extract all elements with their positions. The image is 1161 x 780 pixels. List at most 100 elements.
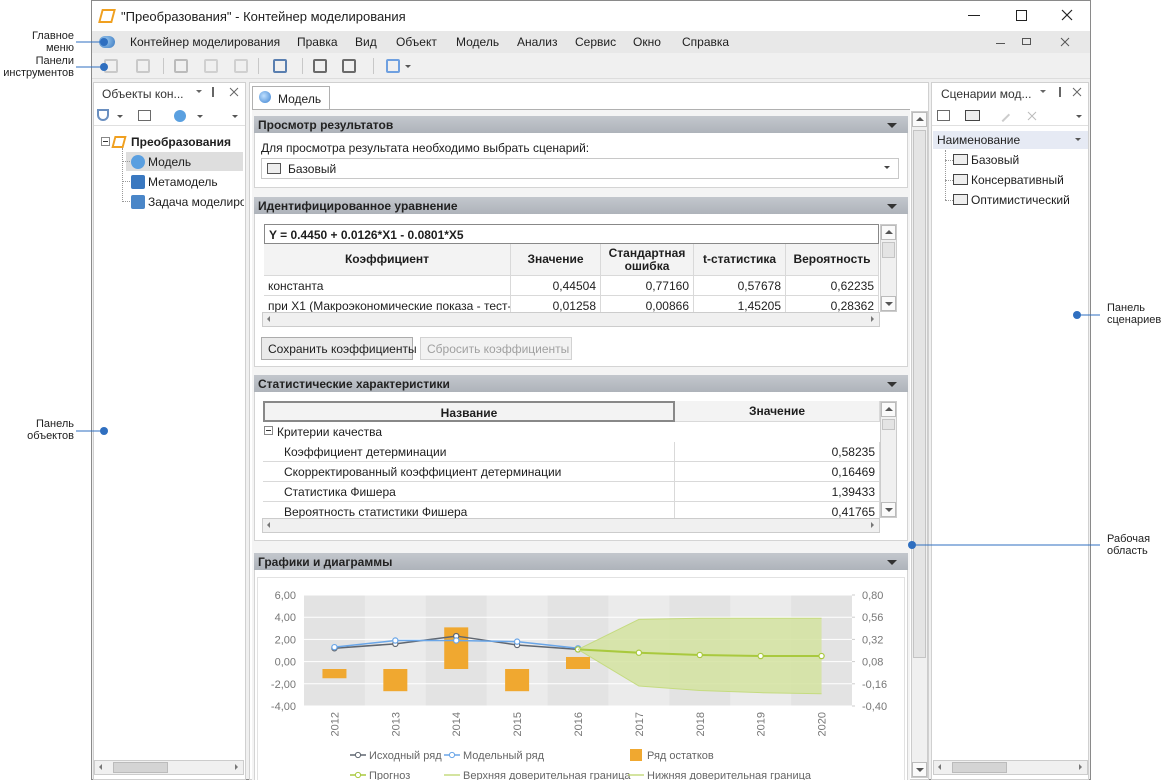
table-cell: 0,01258 — [511, 296, 601, 313]
arrow-icon — [405, 65, 411, 68]
menu-item[interactable]: Сервис — [575, 35, 617, 49]
toolbar-button[interactable] — [273, 59, 287, 73]
folder-button[interactable] — [138, 110, 151, 121]
toolbar-button[interactable] — [313, 59, 327, 73]
scroll-thumb — [882, 242, 895, 258]
menu-item[interactable]: Модель — [456, 35, 500, 49]
table-cell: 0,44504 — [511, 276, 601, 296]
y-tick-label: 2,00 — [275, 634, 296, 646]
toolbar-button[interactable] — [174, 59, 188, 73]
scenario-select[interactable] — [261, 158, 899, 179]
section-header[interactable]: Просмотр результатов — [254, 116, 908, 133]
scenario-item[interactable]: Оптимистический — [971, 193, 1070, 207]
section-header[interactable]: Графики и диаграммы — [254, 553, 908, 570]
series-line — [577, 617, 822, 650]
x-tick-label: 2012 — [329, 712, 341, 736]
legend-label: Нижняя доверительная граница — [647, 770, 812, 780]
tree-root[interactable]: Преобразования — [131, 135, 232, 149]
point-marker — [453, 637, 460, 644]
window-title: "Преобразования" - Контейнер моделирован… — [121, 9, 406, 24]
menu-item[interactable]: Анализ — [517, 35, 558, 49]
tree-item[interactable]: Метамодель — [148, 175, 218, 189]
arrow-icon — [1079, 764, 1082, 770]
menu-icon — [99, 36, 115, 48]
menu-item[interactable]: Окно — [633, 35, 661, 49]
arrow-icon — [916, 117, 924, 121]
pin-button[interactable] — [1059, 87, 1067, 97]
tree-vline — [122, 148, 123, 202]
pin-button[interactable] — [212, 87, 220, 97]
arrow-icon — [1040, 90, 1046, 93]
menu-item[interactable]: Справка — [682, 35, 730, 49]
reset-button[interactable]: Сбросить коэффициенты — [420, 337, 572, 360]
scroll-thumb — [952, 762, 1007, 773]
group-expander[interactable] — [264, 426, 273, 435]
arrow-icon — [885, 407, 893, 411]
save-button[interactable]: Сохранить коэффициенты — [261, 337, 417, 360]
tree-item[interactable]: Модель — [148, 155, 192, 169]
toolbar-button[interactable] — [136, 59, 150, 73]
x-tick-label: 2017 — [634, 712, 646, 736]
select-value[interactable]: Базовый — [288, 162, 337, 176]
table-cell: 1,45205 — [694, 296, 786, 313]
legend-label: Исходный ряд — [369, 750, 442, 762]
panel-close[interactable] — [229, 86, 239, 97]
arrow-icon — [916, 768, 924, 772]
menu-item[interactable]: Объект — [396, 35, 437, 49]
callout-label: меню — [45, 42, 74, 54]
x-tick-label: 2020 — [817, 712, 829, 736]
filter-button[interactable] — [97, 109, 109, 121]
formula-box: Y = 0.4450 + 0.0126*X1 - 0.0801*X5 — [264, 224, 879, 244]
legend-swatch — [354, 771, 362, 779]
group-row[interactable]: Критерии качества — [277, 425, 383, 439]
scroll-thumb — [913, 130, 926, 658]
scroll-thumb — [113, 762, 168, 773]
tree-expander-minus — [103, 141, 108, 142]
section-header[interactable]: Статистические характеристики — [254, 375, 908, 392]
toolbar-button[interactable] — [104, 59, 118, 73]
column-header[interactable]: Наименование — [933, 131, 1088, 149]
mdi-restore[interactable] — [1022, 38, 1031, 45]
panel-title: Сценарии мод... — [941, 87, 1032, 101]
delete-button[interactable] — [1027, 110, 1037, 121]
scenario-item[interactable]: Базовый — [971, 153, 1020, 167]
arrow-icon — [887, 123, 897, 128]
mdi-close[interactable] — [1060, 36, 1070, 47]
arrow-icon — [871, 316, 874, 322]
group-expander-minus — [266, 430, 271, 431]
menu-item[interactable]: Правка — [297, 35, 338, 49]
close-button[interactable] — [1060, 6, 1074, 24]
legend-label: Ряд остатков — [647, 750, 714, 762]
scrollbar[interactable] — [262, 312, 880, 327]
tree-item[interactable]: Задача моделиров — [148, 195, 244, 209]
toolbar-separator — [302, 58, 303, 74]
minimize-button[interactable] — [968, 15, 980, 16]
menu-item[interactable]: Контейнер моделирования — [130, 35, 281, 49]
toolbar-separator — [373, 58, 374, 74]
table-cell: 1,39433 — [675, 482, 880, 502]
table-header: Коэффициент — [264, 244, 511, 276]
scrollbar[interactable] — [880, 401, 897, 518]
point-marker — [513, 638, 521, 645]
bar — [322, 669, 347, 679]
toolbar-button[interactable] — [204, 59, 218, 73]
scenario-item[interactable]: Консервативный — [971, 173, 1064, 187]
panel-close[interactable] — [1072, 86, 1082, 97]
panel-title: Объекты кон... — [102, 87, 184, 101]
point-marker — [757, 652, 764, 660]
callout-label: инструментов — [3, 67, 74, 79]
scenario-button[interactable] — [965, 110, 980, 121]
panel-toolbar — [94, 106, 245, 126]
maximize-button[interactable] — [1016, 10, 1027, 21]
scrollbar[interactable] — [262, 518, 880, 533]
object-button[interactable] — [174, 110, 186, 122]
toolbar-button[interactable] — [386, 59, 400, 73]
section-header[interactable]: Идентифицированное уравнение — [254, 197, 908, 214]
tab-label[interactable]: Модель — [278, 92, 322, 106]
mdi-minimize[interactable] — [996, 43, 1005, 44]
tree-selection — [126, 152, 243, 171]
menu-item[interactable]: Вид — [355, 35, 377, 49]
toolbar-button[interactable] — [342, 59, 356, 73]
toolbar-button[interactable] — [234, 59, 248, 73]
folder-button[interactable] — [937, 110, 950, 121]
